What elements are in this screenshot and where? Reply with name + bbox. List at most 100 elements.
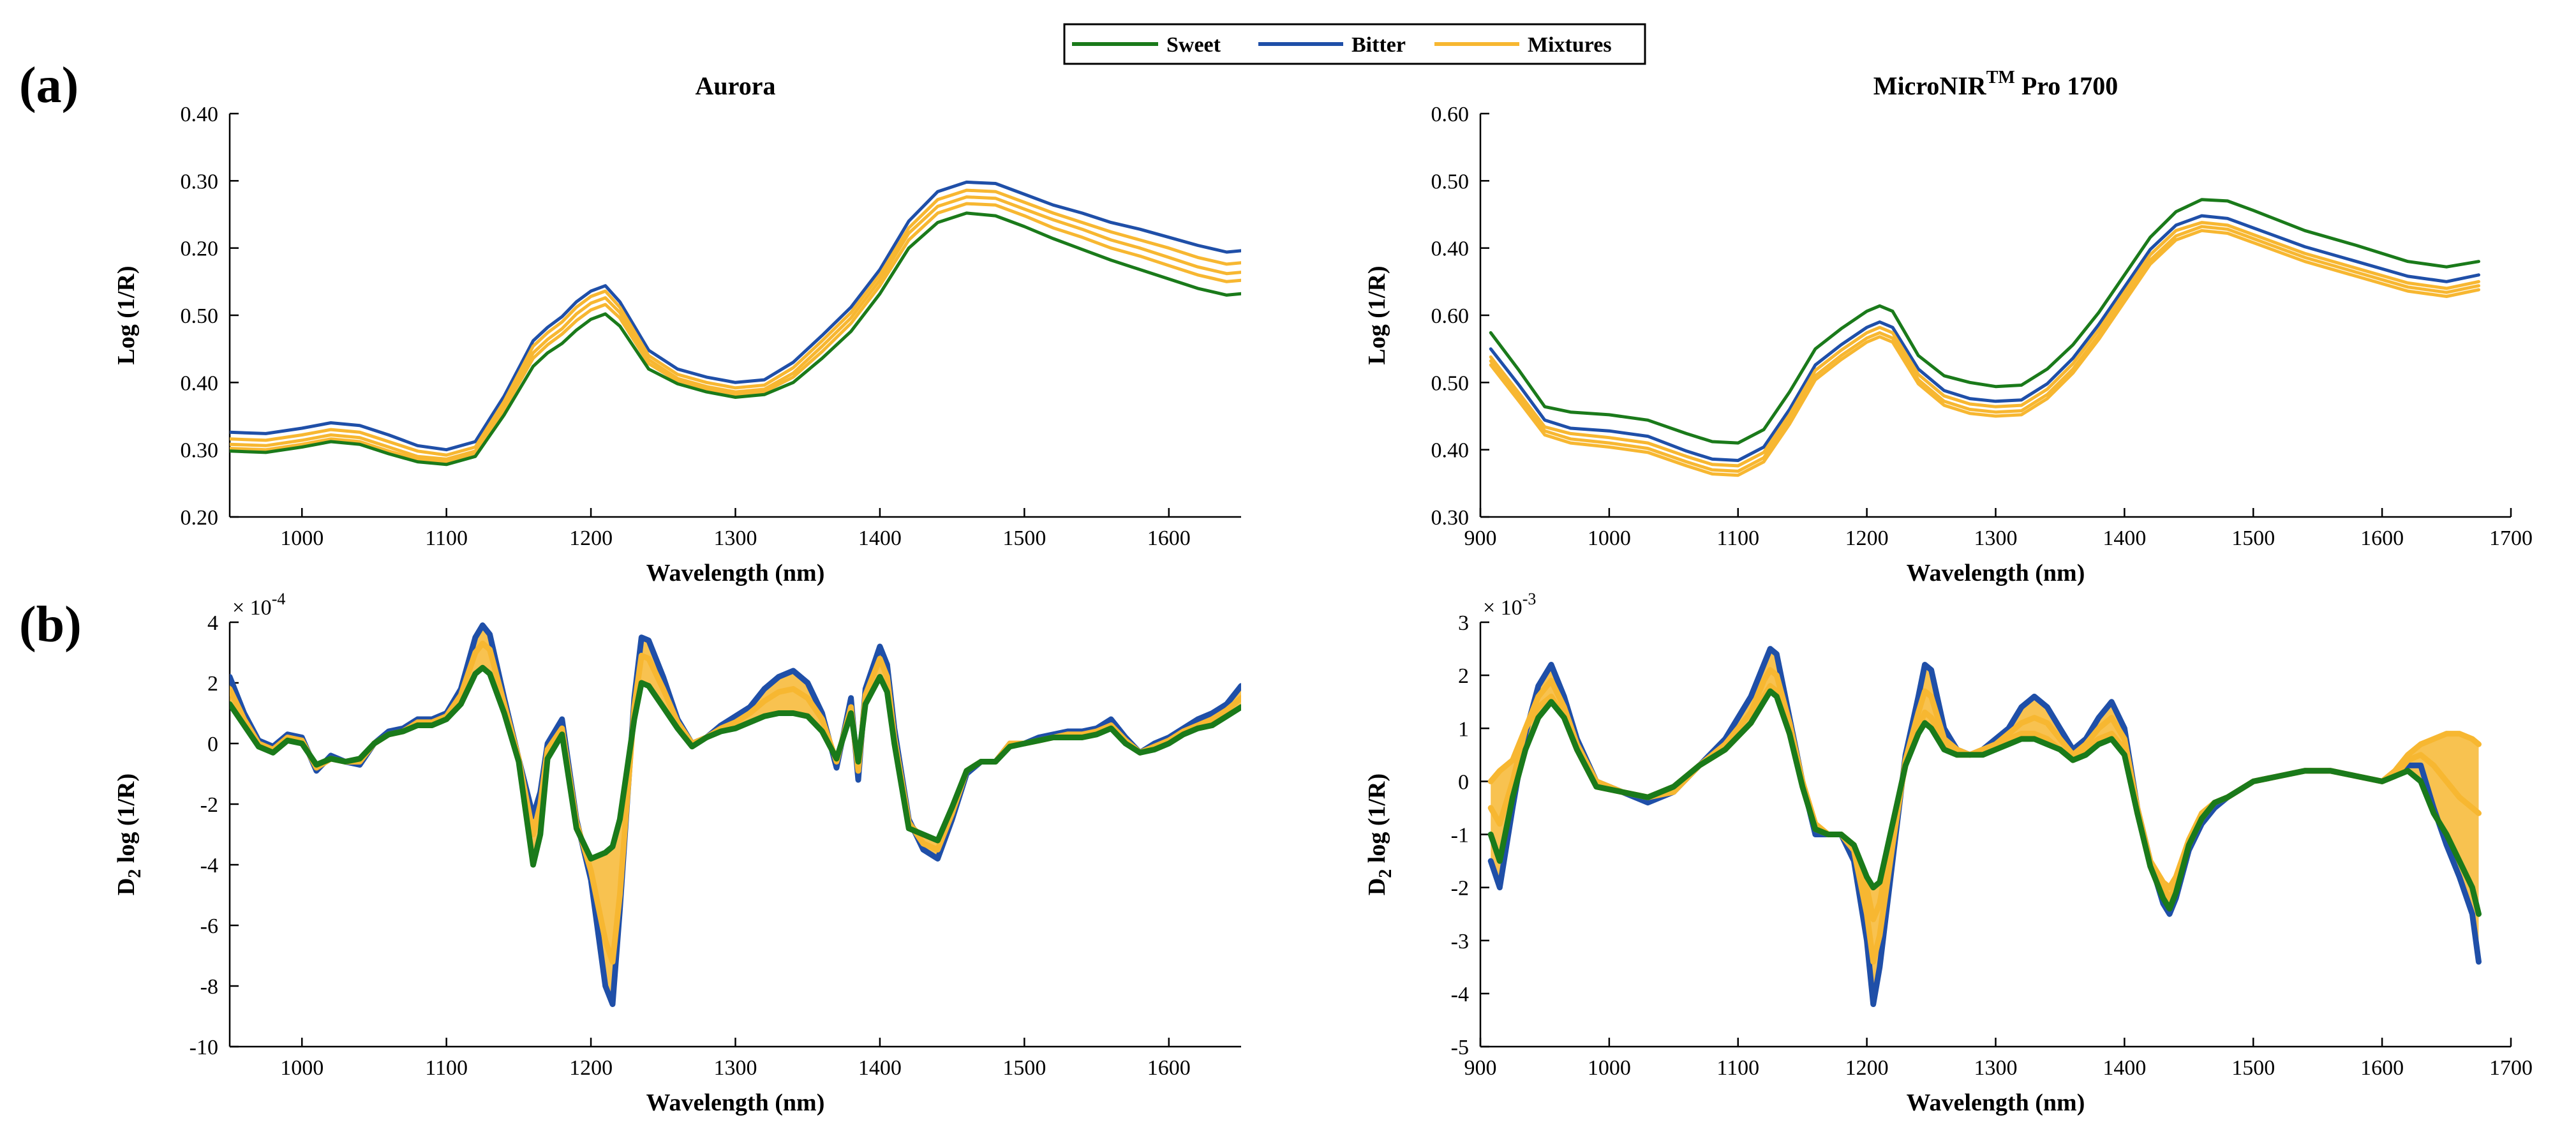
series-line-mixtures	[230, 188, 1241, 457]
x-tick-label: 1600	[1147, 527, 1191, 550]
x-tick-label: 1000	[1588, 527, 1631, 550]
y-tick-label: 0.30	[181, 170, 219, 193]
y-tick-label: 0	[207, 733, 218, 756]
y-tick-label: 0.60	[1431, 103, 1470, 126]
legend-label-mixtures: Mixtures	[1528, 33, 1612, 57]
y-tick-label: 1	[1458, 717, 1469, 741]
series-group	[230, 622, 1241, 1007]
x-tick-label: 1300	[714, 527, 757, 550]
series-group	[1489, 198, 2480, 477]
y-tick-label: -10	[190, 1036, 218, 1059]
legend-label-sweet: Sweet	[1166, 33, 1221, 57]
series-line-mixtures	[230, 640, 1241, 965]
x-tick-label: 1500	[1002, 527, 1046, 550]
legend: Sweet Bitter Mixtures	[1063, 23, 1646, 65]
x-tick-label: 900	[1464, 1056, 1497, 1080]
chart-aurora-log: 1000 1100 1200 1300 1400 1500 1600 0.20 0.30 0.40…	[113, 71, 1241, 586]
x-tick-label: 1100	[425, 527, 468, 550]
y-axis-label: Log (1/R)	[113, 265, 140, 364]
x-tick-label: 1300	[1974, 1056, 2018, 1080]
axis-multiplier: × 10-4	[232, 590, 285, 620]
series-line-sweet	[1489, 198, 2480, 445]
y-tick-label: 0.20	[181, 237, 219, 261]
x-axis-label: Wavelength (nm)	[646, 560, 825, 586]
series-line-mixtures	[230, 202, 1241, 464]
y-tick-label: 0.40	[181, 371, 219, 395]
y-tick-label: -5	[1451, 1036, 1469, 1059]
y-tick-label: 0.20	[181, 506, 219, 530]
x-tick-label: 1500	[1002, 1056, 1046, 1080]
x-tick-label: 1200	[1845, 1056, 1889, 1080]
x-axis-label: Wavelength (nm)	[1907, 1089, 2085, 1116]
x-tick-label: 1200	[569, 527, 613, 550]
x-tick-label: 1000	[280, 527, 324, 550]
chart-micronir-log: 900 1000 1100 1200 1300 1400 1500 1600 1700 0.30 0…	[1364, 68, 2533, 586]
y-tick-label: -4	[1451, 983, 1469, 1006]
x-tick-label: 1400	[858, 1056, 902, 1080]
chart-micronir-d2: 900 1000 1100 1200 1300 1400 1500 1600 1700 -5 -4 -…	[1364, 590, 2533, 1116]
y-tick-label: 2	[1458, 664, 1469, 688]
y-tick-label: 0.40	[181, 103, 219, 126]
y-axis-label: D2 log (1/R)	[1364, 773, 1396, 895]
x-tick-label: 1600	[2360, 1056, 2404, 1080]
x-tick-label: 1600	[2360, 527, 2404, 550]
y-tick-label: 0.40	[1431, 439, 1470, 463]
series-line-sweet	[1487, 688, 2482, 917]
x-tick-label: 1000	[280, 1056, 324, 1080]
y-tick-label: -6	[200, 915, 218, 938]
legend-box	[1063, 23, 1646, 65]
y-tick-label: -2	[1451, 877, 1469, 900]
y-tick-label: 2	[207, 672, 218, 696]
x-tick-label: 1700	[2489, 527, 2533, 550]
y-tick-label: 0.60	[1431, 304, 1470, 328]
y-tick-label: -2	[200, 793, 218, 817]
y-tick-label: 0.30	[1431, 506, 1470, 530]
y-tick-label: -4	[200, 854, 218, 878]
x-tick-label: 900	[1464, 527, 1497, 550]
spectra-band	[230, 625, 1241, 1005]
x-tick-label: 1600	[1147, 1056, 1191, 1080]
series-line-mixtures	[1489, 228, 2480, 477]
chart-title: Aurora	[696, 71, 776, 100]
y-tick-label: 0	[1458, 770, 1469, 794]
x-axis-label: Wavelength (nm)	[646, 1089, 825, 1116]
series-line-sweet	[230, 664, 1241, 868]
y-tick-label: 0.40	[1431, 237, 1470, 261]
series-line-mixtures	[1489, 221, 2480, 468]
series-line-mixtures	[1487, 683, 2482, 922]
y-tick-label: 0.50	[181, 304, 219, 328]
y-axis-label: Log (1/R)	[1364, 265, 1390, 364]
x-tick-label: 1500	[2231, 1056, 2275, 1080]
y-axis-label: D2 log (1/R)	[113, 773, 145, 895]
panel-label-a: (a)	[19, 57, 78, 114]
series-line-sweet	[230, 211, 1241, 467]
x-tick-label: 1200	[569, 1056, 613, 1080]
series-line-bitter	[230, 622, 1241, 1007]
x-tick-label: 1100	[1716, 1056, 1759, 1080]
x-tick-label: 1100	[425, 1056, 468, 1080]
x-tick-label: 1300	[714, 1056, 757, 1080]
series-line-bitter	[1489, 214, 2480, 462]
series-line-mixtures	[1489, 225, 2480, 473]
y-tick-label: -8	[200, 975, 218, 999]
y-tick-label: 0.50	[1431, 170, 1470, 193]
y-tick-label: -3	[1451, 930, 1469, 953]
x-tick-label: 1000	[1588, 1056, 1631, 1080]
x-tick-label: 1500	[2231, 527, 2275, 550]
y-tick-label: 0.30	[181, 439, 219, 463]
chart-aurora-d2: 1000 1100 1200 1300 1400 1500 1600 -10 -8 -6 -4 -2 0…	[113, 590, 1241, 1116]
x-tick-label: 1700	[2489, 1056, 2533, 1080]
spectra-band	[1491, 648, 2479, 1005]
series-group	[230, 180, 1241, 467]
series-line-mixtures	[230, 195, 1241, 461]
x-tick-label: 1200	[1845, 527, 1889, 550]
series-line-bitter	[1487, 646, 2482, 1007]
y-tick-label: -1	[1451, 824, 1469, 848]
x-tick-label: 1400	[858, 527, 902, 550]
y-tick-label: 4	[207, 611, 218, 635]
axis-multiplier: × 10-3	[1483, 590, 1536, 620]
series-line-bitter	[230, 180, 1241, 452]
x-tick-label: 1300	[1974, 527, 2018, 550]
x-tick-label: 1400	[2103, 527, 2146, 550]
